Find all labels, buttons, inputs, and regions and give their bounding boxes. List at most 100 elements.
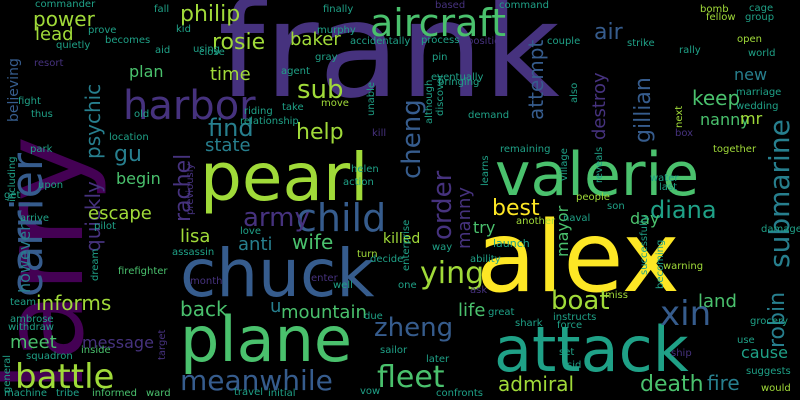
word-plane: plane [180,303,352,376]
word-new: new [734,65,767,84]
word-naval: naval [563,213,590,224]
word-riding: riding [244,106,273,117]
word-another: another [516,216,556,227]
word-manny: manny [454,187,475,249]
word-chuck: chuck [180,235,375,312]
word-begin: begin [116,169,161,188]
word-cage: cage [749,3,773,14]
word-decide: decide [370,254,403,265]
word-village: village [559,148,570,181]
word-rachel: rachel [171,154,196,222]
word-bomb: bomb [700,4,729,15]
word-squadron: squadron [26,351,73,362]
word-group: group [745,12,774,23]
word-fire: fire [707,371,740,395]
word-process: process [421,35,459,46]
word-reveals: reveals [594,147,605,183]
word-target: target [157,330,168,360]
word-open: open [737,34,762,45]
word-sub: sub [297,75,344,105]
word-submarine: submarine [763,119,796,268]
word-u: u [270,296,281,317]
word-old: old [134,109,149,120]
word-upon: upon [38,180,63,191]
word-ying: ying [420,256,484,291]
word-however: however [15,224,34,293]
word-gillian: gillian [631,77,656,143]
word-philip: philip [180,2,240,27]
word-enterprise: enterprise [401,220,412,271]
word-day: day [630,209,659,228]
word-power: power [33,7,96,31]
word-month: month [190,276,222,287]
word-valerie: valerie [495,140,699,210]
word-killed: killed [383,231,420,247]
word-back: back [180,297,228,321]
word-resort: resort [34,58,63,69]
word-ambrose: ambrose [10,314,54,325]
word-harbor: harbor [123,83,256,129]
word-instructs: instructs [553,312,596,323]
word-robin: robin [765,292,790,348]
word-eventually: eventually [431,72,484,83]
word-team: team [10,297,36,308]
word-marriage: marriage [736,87,781,98]
word-find: find [208,114,254,142]
word-sailor: sailor [380,345,408,356]
word-previously: previously [185,163,196,215]
word-well: well [333,280,353,291]
word-xin: xin [660,294,711,334]
word-larry: larry [0,136,109,392]
word-pin: pin [432,52,447,63]
word-quietly: quietly [56,40,90,51]
word-command: command [499,0,549,11]
word-location: location [109,132,149,143]
word-using: using [193,44,220,55]
word-admiral: admiral [498,372,574,396]
word-move: move [321,98,349,109]
word-time: time [210,64,251,85]
word-son: son [607,201,625,212]
word-alex: alex [476,201,680,315]
word-dream: dream [90,249,101,281]
word-ship: ship [671,348,692,359]
word-water: water [650,173,679,184]
word-great: great [488,307,515,318]
word-shark: shark [515,318,543,329]
word-firefighter: firefighter [118,266,168,277]
word-nanny: nanny [700,110,750,129]
word-fellow: fellow [706,12,736,23]
word-way: way [432,242,452,253]
word-action: action [343,177,374,188]
word-due: due [364,311,383,322]
word-aircraft: aircraft [370,1,506,45]
word-ask: ask [470,285,487,296]
word-later: later [426,354,450,365]
word-travel: travel [234,387,263,398]
word-rosie: rosie [212,30,265,55]
word-carrier: carrier [2,152,53,297]
word-death: death [640,372,704,397]
word-informed: informed [92,388,137,399]
word-agent: agent [281,66,310,77]
word-plan: plan [129,62,164,81]
word-lisa: lisa [180,226,210,247]
word-prove: prove [88,25,116,36]
word-would: would [761,383,791,394]
word-force: force [557,320,582,331]
word-help: help [296,120,344,145]
word-pearl: pearl [200,139,368,216]
word-couple: couple [547,36,580,47]
word-baker: baker [290,29,341,50]
word-ward: ward [146,388,171,399]
word-get: get [4,190,21,201]
word-land: land [698,291,737,312]
word-based: based [435,0,465,11]
word-fight: fight [18,96,41,107]
word-strike: strike [627,38,655,49]
word-army: army [243,203,310,233]
word-one: one [398,280,417,291]
word-air: air [594,20,624,45]
word-meanwhile: meanwhile [180,364,333,397]
